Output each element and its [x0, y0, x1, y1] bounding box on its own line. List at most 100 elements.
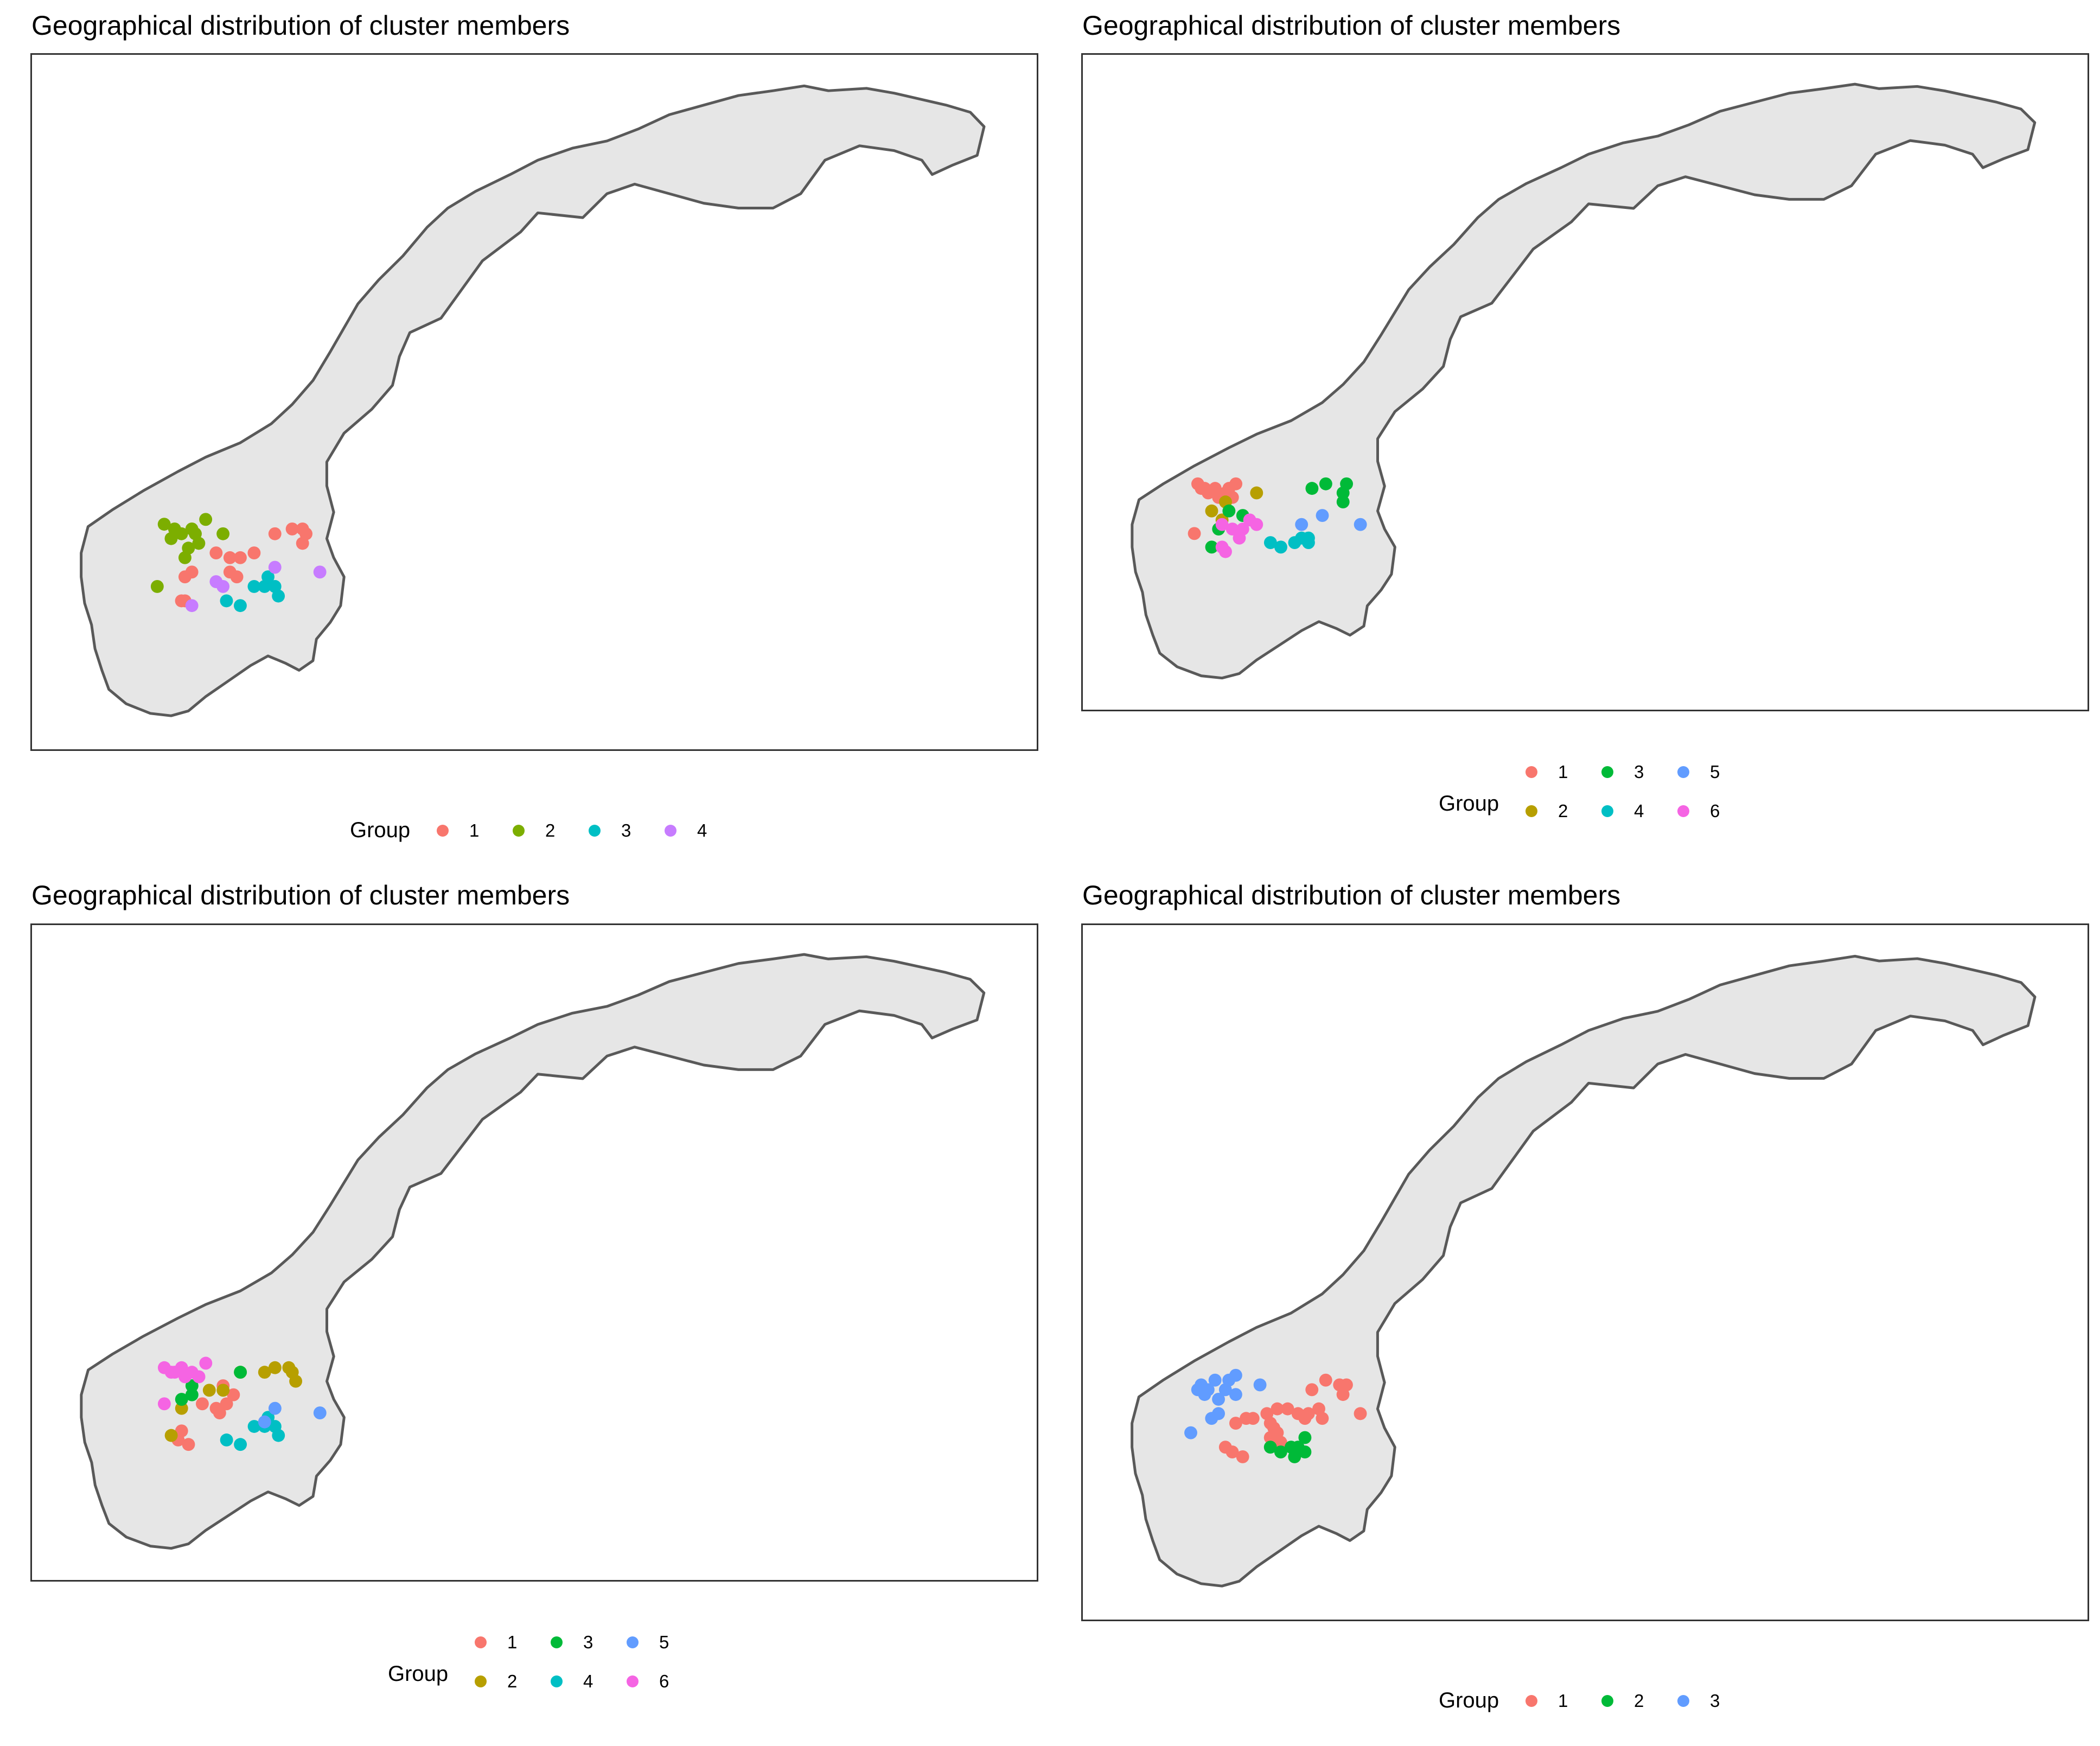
legend-label: 3: [1710, 1691, 1720, 1711]
data-point: [313, 565, 327, 579]
data-point: [1198, 1388, 1211, 1401]
data-point: [1288, 1450, 1301, 1463]
chart-title: Geographical distribution of cluster mem…: [1082, 10, 1621, 41]
data-point: [1233, 531, 1246, 545]
data-point: [164, 1366, 178, 1379]
data-point: [157, 518, 171, 531]
data-point: [247, 546, 261, 560]
data-point: [220, 1433, 233, 1446]
data-point: [289, 1374, 303, 1388]
data-point: [268, 560, 282, 574]
data-point: [209, 546, 223, 560]
data-point: [233, 551, 247, 564]
chart-title: Geographical distribution of cluster mem…: [31, 880, 570, 910]
data-point: [216, 579, 230, 593]
map-panel: [30, 53, 1038, 751]
data-point: [1205, 504, 1218, 518]
legend-key: [1677, 766, 1689, 778]
legend-key: [551, 1675, 563, 1687]
data-point: [234, 1366, 247, 1379]
data-point: [1243, 513, 1256, 527]
data-point: [1229, 477, 1243, 490]
data-point: [1295, 518, 1308, 531]
data-point: [1222, 504, 1236, 518]
legend-label: 3: [583, 1632, 593, 1652]
data-point: [175, 1401, 188, 1415]
data-point: [178, 570, 192, 584]
data-point: [220, 1397, 233, 1411]
data-point: [1208, 1373, 1222, 1387]
legend-label: 6: [1710, 801, 1720, 821]
data-point: [216, 527, 230, 540]
data-point: [1229, 1417, 1242, 1430]
legend-key: [437, 825, 449, 837]
data-point: [1229, 1388, 1242, 1401]
data-point: [1301, 536, 1315, 549]
data-point: [1354, 1407, 1367, 1420]
data-point: [1219, 545, 1232, 558]
data-point: [185, 1388, 199, 1401]
legend-label: 2: [545, 820, 556, 840]
data-point: [234, 1438, 247, 1451]
legend-key: [1525, 766, 1537, 778]
data-point: [1316, 509, 1329, 522]
series-group-2: [150, 513, 230, 593]
legend-key: [475, 1636, 487, 1648]
data-point: [1274, 540, 1287, 554]
map-panel: [1081, 53, 2089, 711]
data-point: [1236, 1450, 1249, 1463]
data-point: [1305, 482, 1319, 495]
data-point: [192, 1370, 206, 1384]
data-point: [233, 599, 247, 613]
legend: Group 1 2 3 4 5 6: [1081, 711, 2089, 836]
legend-label: 5: [659, 1632, 669, 1652]
data-point: [192, 537, 206, 550]
series-group-4: [185, 560, 327, 613]
data-point: [1336, 486, 1350, 500]
map-svg: [80, 953, 986, 1550]
data-point: [175, 1393, 188, 1406]
data-point: [216, 1384, 230, 1397]
data-point: [175, 527, 188, 540]
series-group-4: [1263, 531, 1315, 554]
data-point: [1253, 1378, 1267, 1392]
legend-key: [589, 825, 601, 837]
legend-label: 3: [621, 820, 631, 840]
legend-label: 4: [583, 1671, 593, 1691]
legend-key: [1601, 805, 1613, 817]
data-point: [185, 1379, 199, 1393]
data-point: [164, 532, 178, 545]
data-point: [1263, 536, 1277, 549]
map-svg: [1131, 82, 2037, 680]
series-group-5: [258, 1401, 327, 1429]
norway-basemap: [1131, 82, 2037, 680]
map-panel: [1081, 923, 2089, 1621]
data-point: [196, 1397, 209, 1411]
data-point: [285, 522, 299, 536]
series-group-3: [220, 570, 285, 613]
series-group-6: [157, 1356, 213, 1411]
legend-title: Group: [388, 1662, 449, 1686]
norway-basemap: [80, 953, 986, 1550]
legend-title: Group: [1439, 792, 1499, 815]
legend-key: [1601, 766, 1613, 778]
norway-basemap: [80, 84, 986, 717]
data-point: [1184, 1426, 1197, 1439]
data-point: [1319, 477, 1332, 490]
data-point: [1298, 1445, 1312, 1458]
data-point: [227, 1388, 240, 1401]
legend-title: Group: [350, 818, 411, 842]
data-point: [268, 1361, 282, 1374]
legend-key: [627, 1675, 639, 1687]
data-point: [1301, 1407, 1315, 1420]
data-point: [299, 527, 313, 540]
data-point: [202, 1384, 216, 1397]
data-point: [1250, 486, 1263, 500]
data-point: [1298, 1431, 1312, 1444]
data-point: [258, 1366, 271, 1379]
series-group-1: [175, 522, 313, 608]
legend-key: [665, 825, 676, 837]
legend-key: [1601, 1695, 1613, 1707]
data-point: [1354, 518, 1367, 531]
data-point: [313, 1406, 327, 1419]
